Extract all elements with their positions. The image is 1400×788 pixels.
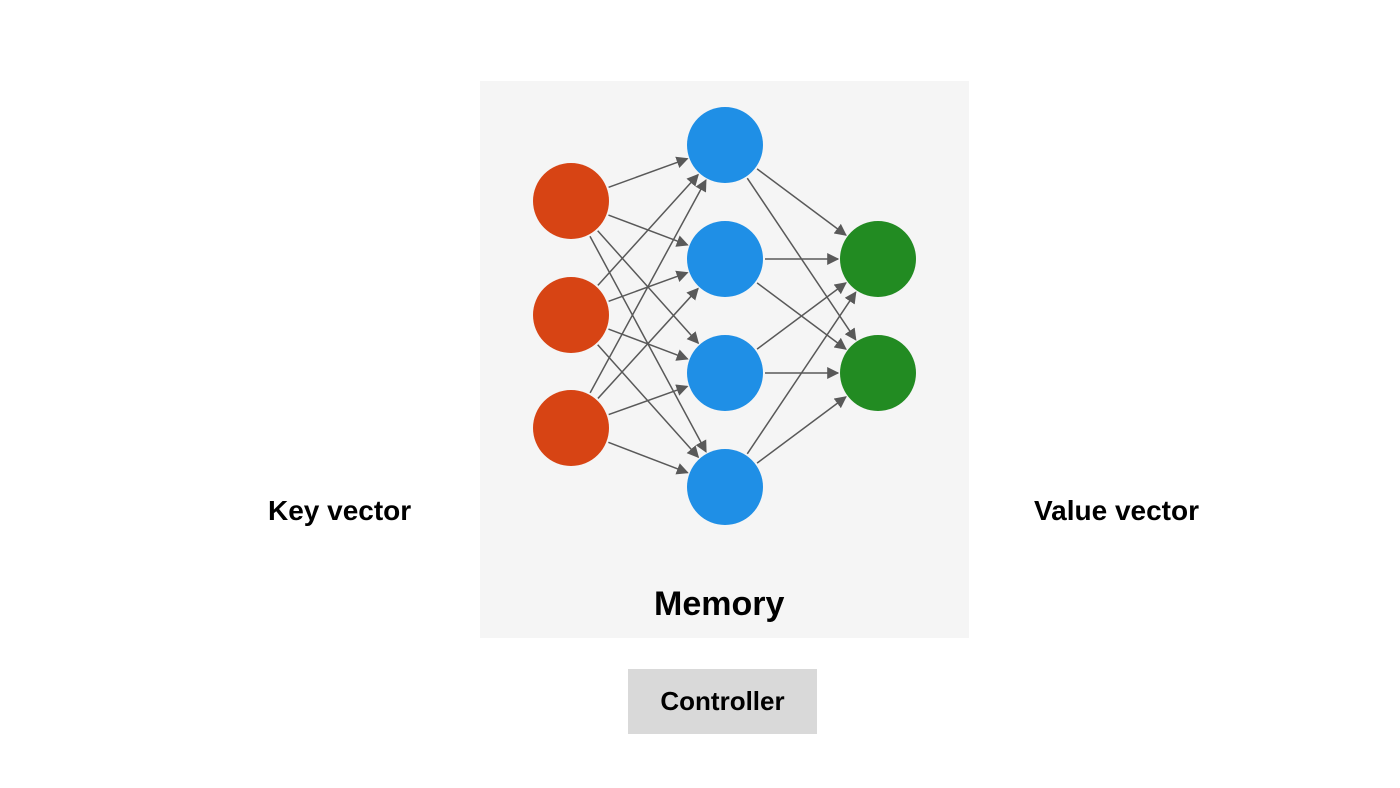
value-vector-label: Value vector [1034,495,1199,527]
memory-label: Memory [654,585,784,624]
key-vector-label: Key vector [268,495,411,527]
controller-label: Controller [660,686,784,717]
memory-panel [480,81,969,638]
controller-box: Controller [628,669,817,734]
